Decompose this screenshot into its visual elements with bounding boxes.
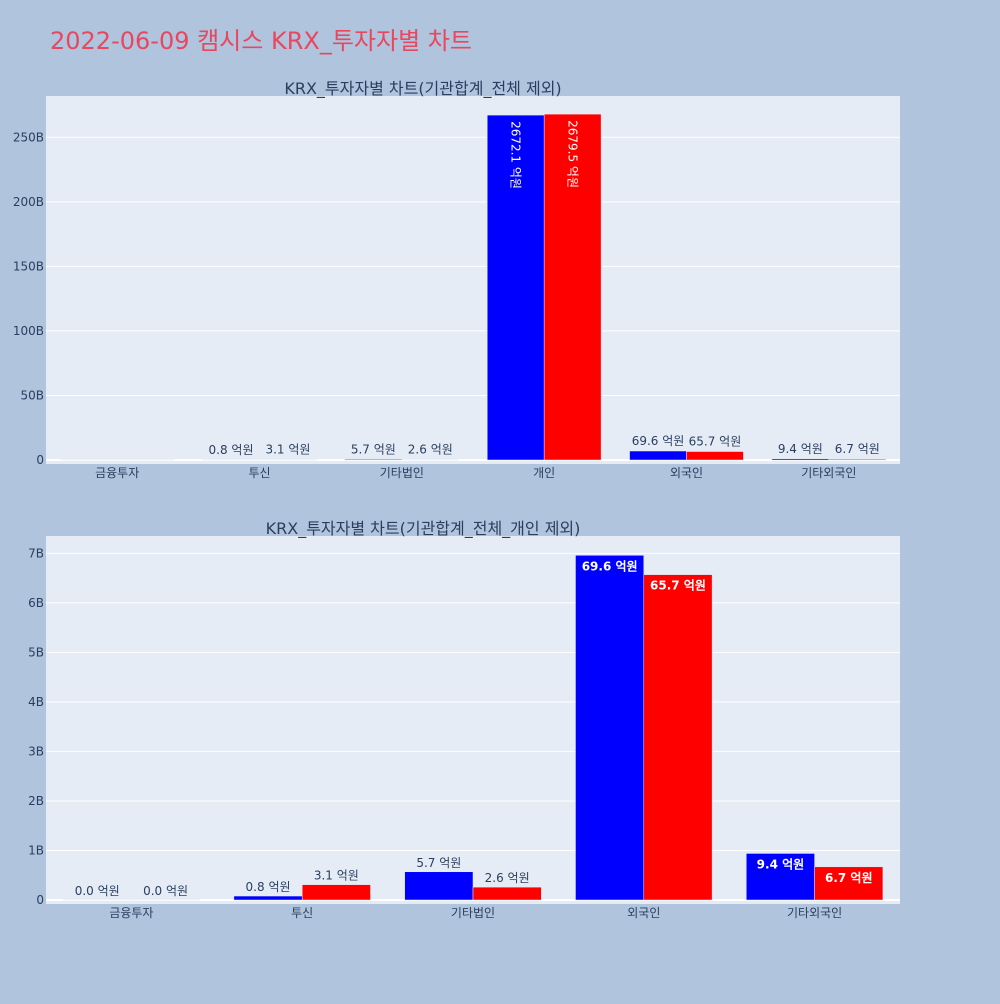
data-label: 2.6 억원: [408, 443, 453, 457]
bar: [116, 459, 175, 461]
data-label: 2672.1 억원: [509, 121, 523, 189]
chart-title: KRX_투자자별 차트(기관합계_전체 제외): [284, 79, 561, 99]
data-label: 5.7 억원: [416, 856, 461, 870]
data-label: 5.7 억원: [351, 442, 396, 456]
x-tick-label: 외국인: [627, 906, 660, 920]
bar: [59, 459, 118, 461]
bar: [131, 899, 200, 901]
bar: [486, 114, 545, 461]
y-tick-label: 150B: [13, 259, 44, 273]
chart-2: KRX_투자자별 차트(기관합계_전체_개인 제외) 0 1B 2B 3B 4B 5B 6B 7…: [28, 519, 900, 920]
x-tick-label: 기타외국인: [801, 466, 856, 480]
y-tick-label: 3B: [28, 744, 44, 758]
bar: [643, 574, 713, 901]
data-label: 0.0 억원: [143, 884, 188, 898]
bar: [472, 886, 542, 901]
plot-area: [46, 96, 900, 464]
data-label: 6.7 억원: [835, 442, 880, 456]
bar: [771, 458, 830, 461]
bar: [746, 853, 815, 901]
data-label: 69.6 억원: [632, 434, 685, 448]
data-label: 65.7 억원: [689, 435, 742, 449]
data-label: 2.6 억원: [485, 871, 530, 885]
data-label: 3.1 억원: [314, 869, 359, 883]
data-label: 2679.5 억원: [566, 120, 580, 188]
bar: [828, 458, 887, 461]
bar: [259, 459, 317, 461]
data-label: 0.8 억원: [209, 443, 254, 457]
data-label: 3.1 억원: [265, 443, 310, 457]
y-tick-label: 50B: [20, 388, 44, 402]
data-label: 6.7 억원: [825, 871, 873, 885]
y-tick-label: 1B: [28, 843, 44, 857]
y-tick-label: 250B: [13, 130, 44, 144]
chart-1: KRX_투자자별 차트(기관합계_전체 제외) 0 50B 100B 150B 200B 2…: [13, 79, 900, 480]
data-label: 69.6 억원: [582, 559, 638, 573]
bar: [401, 459, 460, 461]
data-label: 9.4 억원: [778, 442, 823, 456]
plot-area: [46, 536, 900, 904]
x-tick-label: 기타외국인: [787, 906, 842, 920]
bar: [233, 895, 303, 901]
bar: [575, 555, 645, 901]
bar: [404, 871, 474, 901]
y-tick-label: 4B: [28, 695, 44, 709]
chart-title: KRX_투자자별 차트(기관합계_전체_개인 제외): [266, 519, 581, 539]
x-tick-label: 투신: [248, 466, 270, 480]
y-tick-label: 100B: [13, 324, 44, 338]
bar: [543, 113, 602, 461]
y-tick-label: 200B: [13, 195, 44, 209]
x-tick-label: 기타법인: [451, 906, 495, 920]
data-label: 9.4 억원: [757, 857, 805, 871]
page-title: 2022-06-09 캠시스 KRX_투자자별 차트: [50, 27, 472, 55]
y-tick-label: 7B: [28, 546, 44, 560]
data-label: 0.8 억원: [246, 880, 291, 894]
data-label: 65.7 억원: [650, 579, 706, 593]
x-tick-label: 투신: [291, 906, 313, 920]
y-tick-label: 5B: [28, 645, 44, 659]
y-tick-label: 0: [36, 893, 44, 907]
bar: [202, 459, 260, 461]
bar: [629, 450, 687, 461]
y-tick-label: 0: [36, 453, 44, 467]
x-tick-label: 기타법인: [380, 466, 424, 480]
bar: [344, 459, 403, 461]
x-tick-label: 개인: [533, 466, 555, 480]
x-tick-label: 외국인: [670, 466, 703, 480]
x-tick-label: 금융투자: [109, 906, 153, 920]
y-tick-label: 2B: [28, 794, 44, 808]
bar: [62, 899, 132, 901]
bar: [686, 451, 744, 461]
bar: [814, 866, 884, 901]
y-tick-label: 6B: [28, 596, 44, 610]
bar: [301, 884, 371, 901]
x-tick-label: 금융투자: [95, 466, 139, 480]
data-label: 0.0 억원: [75, 884, 120, 898]
